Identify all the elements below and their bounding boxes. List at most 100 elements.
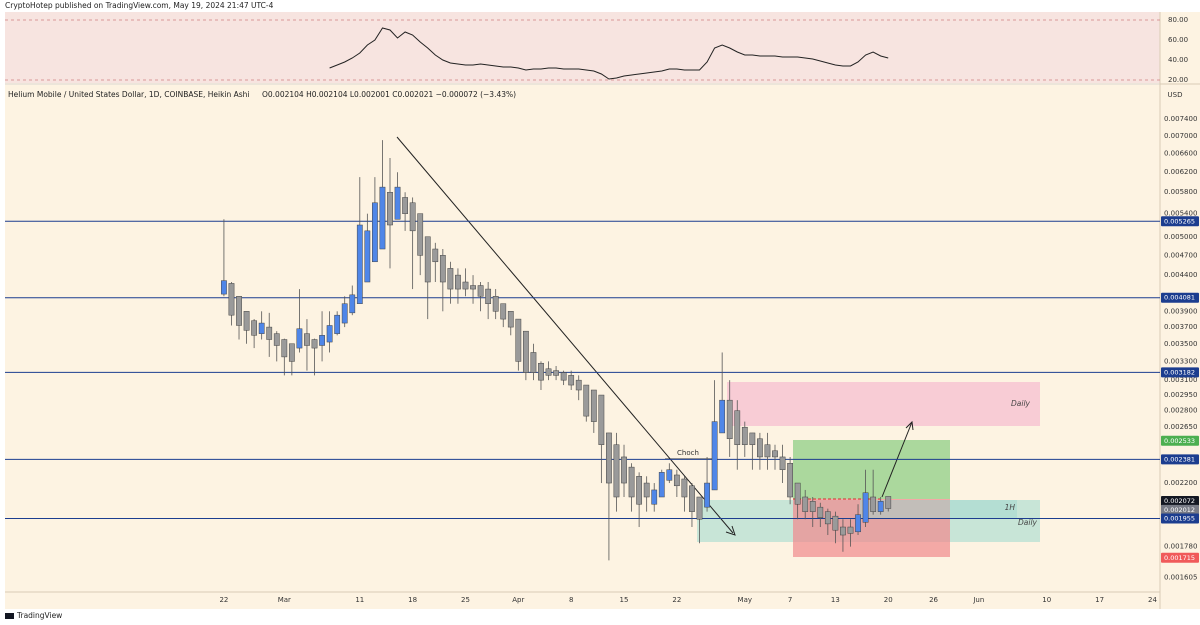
rsi-tick-label: 20.00 bbox=[1168, 76, 1188, 84]
candle-body bbox=[628, 466, 635, 498]
candle-body bbox=[409, 202, 416, 232]
candle-body bbox=[251, 320, 258, 336]
candle-body bbox=[455, 274, 461, 290]
candle-body bbox=[802, 496, 809, 512]
zone-label: Daily bbox=[1018, 518, 1038, 527]
candle-body bbox=[507, 311, 514, 328]
publisher: CryptoHotep published on TradingView.com… bbox=[5, 1, 274, 10]
candle-body bbox=[636, 476, 643, 505]
candle-body bbox=[545, 368, 552, 376]
candle-body bbox=[281, 339, 288, 358]
choch-label: Choch bbox=[677, 449, 699, 457]
y-tick-label: 0.005000 bbox=[1164, 233, 1197, 241]
candle-body bbox=[364, 230, 371, 283]
y-tick-label: 0.002950 bbox=[1164, 391, 1197, 399]
candle-body bbox=[749, 432, 756, 445]
candle-body bbox=[334, 314, 341, 334]
candle-body bbox=[266, 326, 273, 340]
candle-body bbox=[824, 511, 831, 525]
y-tick-label: 0.003900 bbox=[1164, 307, 1197, 315]
price-badge bbox=[1161, 367, 1199, 378]
price-badge-label: 0.002012 bbox=[1164, 506, 1195, 514]
x-tick-label: 15 bbox=[620, 596, 629, 604]
candle-body bbox=[553, 370, 559, 376]
candle-body bbox=[757, 438, 763, 458]
x-tick-label: 22 bbox=[672, 596, 681, 604]
x-tick-label: 10 bbox=[1042, 596, 1051, 604]
candle-body bbox=[500, 303, 507, 320]
candle-body bbox=[643, 482, 650, 498]
candle-body bbox=[711, 421, 718, 491]
chart-title: Helium Mobile / United States Dollar, 1D… bbox=[8, 90, 250, 99]
y-tick-label: 0.007000 bbox=[1164, 132, 1197, 140]
candle-body bbox=[492, 296, 499, 312]
y-tick-label: 0.006200 bbox=[1164, 168, 1197, 176]
candle-body bbox=[651, 489, 658, 505]
candle-body bbox=[673, 474, 680, 487]
x-tick-label: 13 bbox=[831, 596, 840, 604]
candle-body bbox=[870, 496, 877, 512]
candle-body bbox=[794, 482, 801, 505]
candle-body bbox=[311, 339, 318, 349]
price-badge-label: 0.003182 bbox=[1164, 368, 1195, 376]
candle-body bbox=[560, 372, 567, 381]
candle-body bbox=[862, 492, 869, 523]
candle-body bbox=[477, 285, 484, 297]
y-tick-label: 0.007400 bbox=[1164, 115, 1197, 123]
candle-body bbox=[764, 444, 771, 458]
candle-body bbox=[772, 450, 778, 458]
candle-body bbox=[394, 186, 401, 220]
rsi-line bbox=[329, 27, 889, 80]
x-tick-label: 20 bbox=[884, 596, 893, 604]
y-tick-label: 0.005800 bbox=[1164, 188, 1197, 196]
currency: USD bbox=[1168, 91, 1183, 99]
candle-body bbox=[621, 456, 627, 484]
candle-body bbox=[447, 268, 454, 290]
candle-body bbox=[221, 280, 227, 295]
candle-body bbox=[666, 469, 673, 481]
projection-arrowhead bbox=[905, 420, 914, 431]
price-badge bbox=[1161, 513, 1199, 524]
y-tick-label: 0.006600 bbox=[1164, 149, 1197, 157]
candle-body bbox=[741, 426, 748, 445]
candle-body bbox=[319, 335, 325, 346]
ohlc-readout: O0.002104 H0.002104 L0.002001 C0.002021 … bbox=[262, 90, 516, 99]
candle-body bbox=[877, 501, 884, 512]
candle-body bbox=[847, 526, 854, 534]
candle-body bbox=[273, 333, 280, 346]
x-tick-label: 24 bbox=[1148, 596, 1157, 604]
candle-body bbox=[681, 478, 688, 498]
candle-body bbox=[658, 472, 665, 498]
x-tick-label: 17 bbox=[1095, 596, 1104, 604]
candle-body bbox=[598, 394, 605, 445]
candle-body bbox=[809, 501, 816, 512]
price-badge-label: 0.002533 bbox=[1164, 437, 1195, 445]
candle-body bbox=[613, 444, 620, 498]
candle-body bbox=[719, 399, 726, 434]
candle-body bbox=[885, 496, 892, 509]
y-tick-label: 0.003700 bbox=[1164, 323, 1197, 331]
time-axis bbox=[5, 592, 1160, 609]
y-tick-label: 0.001780 bbox=[1164, 543, 1197, 551]
candle-body bbox=[590, 389, 597, 422]
x-tick-label: Mar bbox=[278, 596, 291, 604]
price-badge bbox=[1161, 454, 1199, 465]
price-badge-label: 0.002072 bbox=[1164, 497, 1195, 505]
candle-body bbox=[417, 213, 424, 256]
candle-body bbox=[341, 303, 348, 324]
y-tick-label: 0.003100 bbox=[1164, 376, 1197, 384]
candle-body bbox=[326, 325, 333, 343]
y-tick-label: 0.004400 bbox=[1164, 271, 1197, 279]
candle-body bbox=[387, 191, 393, 226]
candle-body bbox=[424, 236, 431, 283]
candle-body bbox=[606, 432, 612, 484]
x-tick-label: 26 bbox=[929, 596, 938, 604]
brand: TradingView bbox=[5, 611, 62, 620]
price-badge-label: 0.005265 bbox=[1164, 217, 1195, 225]
candle-body bbox=[787, 463, 793, 498]
candle-body bbox=[296, 328, 303, 349]
price-badge bbox=[1161, 552, 1199, 563]
x-tick-label: 18 bbox=[408, 596, 417, 604]
